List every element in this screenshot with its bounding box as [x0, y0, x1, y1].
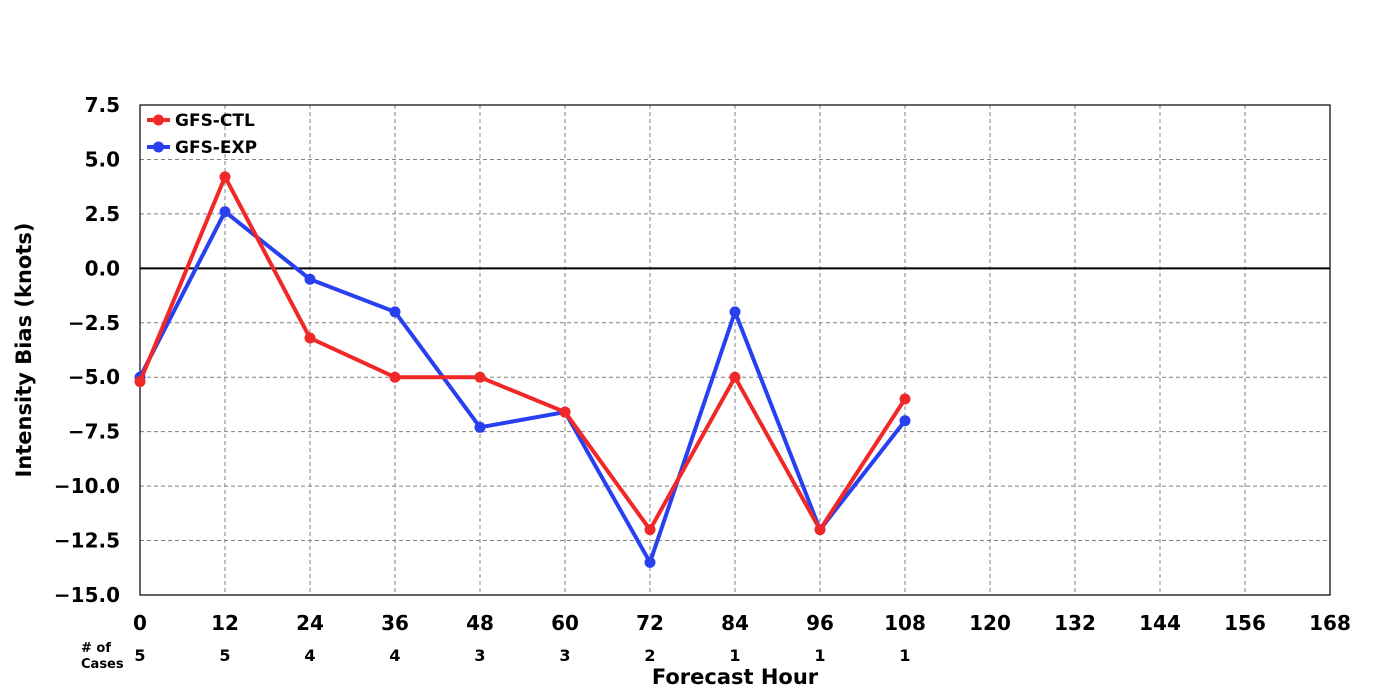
x-tick-label: 36 [381, 611, 409, 635]
data-point-gfs-ctl [644, 524, 656, 536]
cases-value: 4 [304, 646, 315, 665]
x-tick-labels: 0 12 24 36 48 60 72 84 96 108 120 132 144 156 168 [133, 611, 1351, 635]
data-point-gfs-exp [899, 415, 911, 427]
data-point-gfs-ctl [814, 524, 826, 536]
legend: GFS-CTL GFS-EXP [147, 111, 257, 158]
data-point-gfs-ctl [899, 393, 911, 405]
x-axis-title: Forecast Hour [652, 665, 819, 689]
x-tick-label: 72 [636, 611, 664, 635]
y-tick-labels: 7.5 5.0 2.5 0.0 −2.5 −5.0 −7.5 −10.0 −12.5 −15.0 [54, 93, 120, 607]
x-tick-label: 120 [969, 611, 1011, 635]
x-tick-label: 108 [884, 611, 926, 635]
data-point-gfs-ctl [729, 371, 741, 383]
data-point-gfs-ctl [559, 406, 571, 418]
data-series [134, 171, 911, 568]
x-tick-label: 168 [1309, 611, 1351, 635]
cases-value: 1 [814, 646, 825, 665]
data-point-gfs-exp [644, 556, 656, 568]
y-tick-label: −15.0 [54, 583, 120, 607]
cases-value: 5 [219, 646, 230, 665]
x-tick-label: 0 [133, 611, 147, 635]
cases-value: 1 [729, 646, 740, 665]
x-tick-label: 24 [296, 611, 324, 635]
x-tick-label: 132 [1054, 611, 1096, 635]
plot-frame [139, 104, 1331, 596]
x-tick-label: 48 [466, 611, 494, 635]
cases-value: 1 [899, 646, 910, 665]
legend-label-gfs-exp: GFS-EXP [175, 138, 257, 158]
cases-value: 3 [559, 646, 570, 665]
cases-value: 4 [389, 646, 400, 665]
x-tick-label: 12 [211, 611, 239, 635]
cases-value: 3 [474, 646, 485, 665]
y-tick-label: 7.5 [85, 93, 120, 117]
y-tick-label: −5.0 [68, 365, 120, 389]
data-point-gfs-exp [474, 421, 486, 433]
x-tick-label: 96 [806, 611, 834, 635]
cases-value: 5 [134, 646, 145, 665]
x-tick-label: 156 [1224, 611, 1266, 635]
cases-label-line2: Cases [81, 657, 124, 672]
y-tick-label: −2.5 [68, 311, 120, 335]
legend-label-gfs-ctl: GFS-CTL [175, 111, 255, 131]
series-line-gfs-exp [138, 209, 907, 565]
data-point-gfs-exp [729, 306, 741, 318]
data-point-gfs-ctl [134, 376, 146, 388]
data-point-gfs-ctl [389, 371, 401, 383]
legend-marker-gfs-exp [153, 141, 164, 153]
series-line-gfs-ctl [138, 174, 907, 532]
legend-marker-gfs-ctl [153, 114, 164, 126]
y-tick-label: 2.5 [85, 202, 120, 226]
y-tick-label: −10.0 [54, 474, 120, 498]
y-axis-title: Intensity Bias (knots) [12, 223, 36, 478]
grid-lines [140, 105, 1330, 595]
data-point-gfs-exp [304, 273, 316, 285]
y-tick-label: 0.0 [85, 256, 120, 280]
cases-value: 2 [644, 646, 655, 665]
y-tick-label: −7.5 [68, 420, 120, 444]
x-tick-label: 144 [1139, 611, 1181, 635]
x-tick-label: 60 [551, 611, 579, 635]
y-tick-label: 5.0 [85, 147, 120, 171]
x-tick-label: 84 [721, 611, 749, 635]
data-point-gfs-exp [219, 206, 231, 218]
y-tick-label: −12.5 [54, 529, 120, 553]
data-point-gfs-ctl [304, 332, 316, 344]
data-point-gfs-exp [389, 306, 401, 318]
cases-row: # of Cases 5 5 4 4 3 3 2 1 1 1 [81, 641, 911, 672]
cases-label-line1: # of [81, 641, 111, 656]
data-point-gfs-ctl [219, 171, 231, 183]
data-point-gfs-ctl [474, 371, 486, 383]
